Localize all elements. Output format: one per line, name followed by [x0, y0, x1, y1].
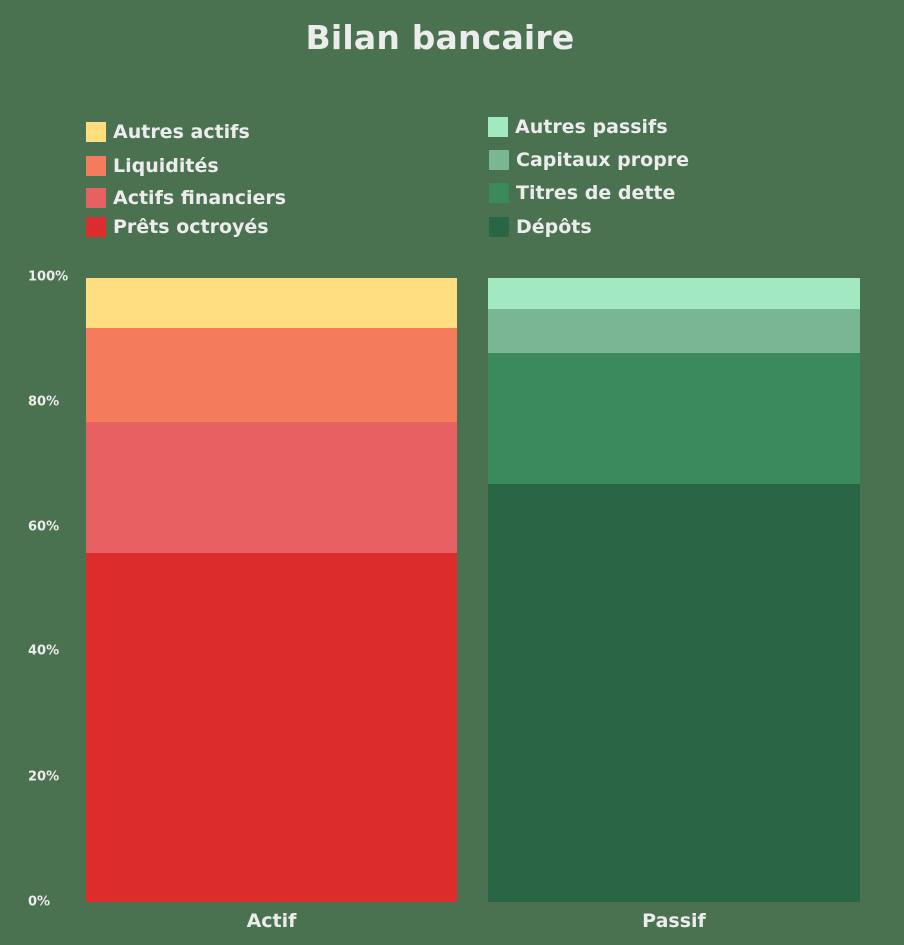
legend-label: Titres de dette: [516, 182, 676, 204]
legend-swatch: [489, 183, 509, 203]
bar-segment-capitaux-propre: [488, 309, 860, 353]
legend-label: Autres passifs: [515, 116, 668, 138]
y-tick: 80%: [28, 394, 60, 410]
bar-segment-actifs-financiers: [86, 421, 457, 553]
legend-item-titres-de-dette: Titres de dette: [489, 182, 675, 204]
legend-label: Autres actifs: [113, 121, 250, 143]
legend-item-actifs-financiers: Actifs financiers: [86, 187, 286, 209]
legend-item-liquidites: Liquidités: [86, 155, 219, 177]
bar-segment-liquidit-s: [86, 327, 457, 422]
legend-item-depots: Dépôts: [489, 216, 592, 238]
y-tick: 60%: [28, 519, 60, 535]
y-tick: 20%: [28, 769, 60, 785]
bar-passif: [488, 278, 860, 902]
legend-swatch: [489, 217, 509, 237]
legend-label: Capitaux propre: [516, 149, 690, 171]
chart-title: Bilan bancaire: [305, 18, 575, 57]
x-label-passif: Passif: [642, 910, 706, 932]
y-tick: 40%: [28, 643, 60, 659]
bar-segment-autres-passifs: [488, 278, 860, 310]
legend-item-capitaux-propre: Capitaux propre: [489, 149, 689, 171]
y-tick: 100%: [28, 269, 69, 285]
legend-swatch: [86, 188, 106, 208]
legend-label: Liquidités: [113, 155, 219, 177]
bar-segment-d-p-ts: [488, 483, 860, 902]
legend-swatch: [489, 150, 509, 170]
legend-swatch: [86, 122, 106, 142]
legend-label: Dépôts: [516, 216, 592, 238]
y-tick: 0%: [28, 894, 51, 910]
legend-label: Actifs financiers: [113, 187, 287, 209]
bar-segment-pr-ts-octroy-s: [86, 552, 457, 902]
bar-segment-autres-actifs: [86, 278, 457, 328]
legend-item-autres-passifs: Autres passifs: [488, 116, 668, 138]
bar-segment-titres-de-dette: [488, 352, 860, 484]
legend-swatch: [86, 217, 106, 237]
legend-label: Prêts octroyés: [113, 216, 269, 238]
legend-item-prets-octroyes: Prêts octroyés: [86, 216, 269, 238]
legend-item-autres-actifs: Autres actifs: [86, 121, 250, 143]
x-label-actif: Actif: [246, 910, 297, 932]
legend-swatch: [488, 117, 508, 137]
legend-swatch: [86, 156, 106, 176]
bar-actif: [86, 278, 457, 902]
